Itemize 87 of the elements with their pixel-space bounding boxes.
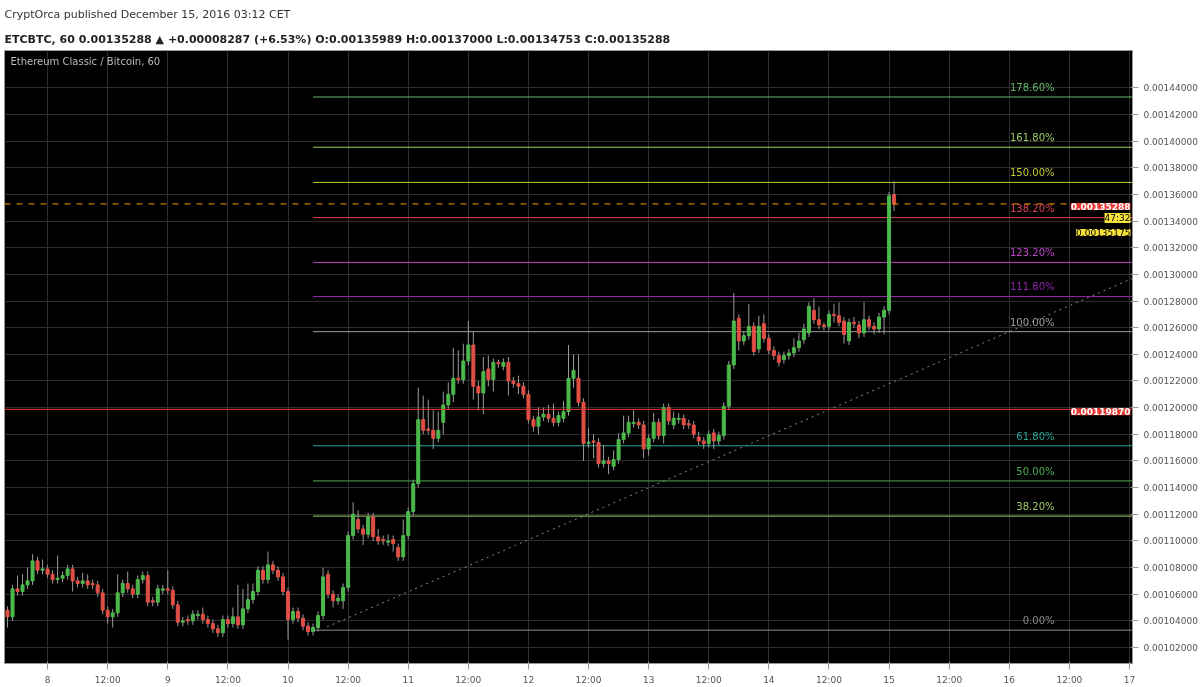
x-tick-label: 12 [522,674,535,685]
candlestick [326,569,331,599]
candlestick [265,551,270,585]
series-label: 111.80% [1010,281,1055,293]
x-tick-label: 12:00 [815,674,843,685]
x-tick-label: 12:00 [94,674,121,685]
text: Ethereum Classic / Bitcoin, 60 [10,55,161,67]
y-tick-label: 0.00142000 [1143,109,1199,120]
candlestick [371,512,376,542]
series-label: 123.20% [1010,247,1055,259]
x-tick-label: 9 [164,674,171,685]
ref-line-label: 0.00135288 [1070,201,1131,212]
series-label: 178.60% [1010,82,1055,94]
y-tick-label: 0.00118000 [1143,429,1199,440]
candlestick [461,343,466,385]
y-tick-label: 0.00106000 [1143,589,1199,600]
y-tick-label: 0.00128000 [1143,296,1199,307]
candlestick [486,355,491,387]
candlestick [601,444,606,469]
x-tick-label: 10 [282,674,294,685]
y-tick-label: 0.00126000 [1143,323,1199,334]
candlestick [421,395,426,435]
candlestick [225,615,230,629]
candlestick [235,584,240,630]
chart-subtitle: ETCBTC, 60 0.00135288 ▲ +0.00008287 (+6.53%) O:0.00135989 H:0.00137000 L:0.00134753 C:0.00135288 [4,32,671,46]
y-tick-label: 0.00134000 [1143,216,1199,227]
candlestick [220,615,225,638]
candlestick [656,417,661,441]
series-label: 161.80% [1010,132,1055,144]
candlestick [215,624,220,638]
series-label: 50.00% [1016,465,1055,477]
ref-line-label: 0.00119870 [1070,407,1131,418]
x-tick-label: 8 [44,674,51,685]
y-tick-label: 0.00110000 [1143,536,1199,547]
x-tick-label: 12:00 [575,674,602,685]
x-tick-label: 15 [883,674,895,685]
x-tick-label: 11 [402,674,414,685]
x-tick-label: 14 [763,674,775,685]
y-tick-label: 0.00114000 [1143,483,1199,494]
y-tick-label: 0.00108000 [1143,563,1199,574]
candlestick [711,428,716,450]
text: CryptOrca published December 15, 2016 03:12 CET [4,7,291,21]
x-tick-label: 12:00 [335,674,362,685]
x-tick-label: 13 [642,674,655,685]
candlestick [15,575,20,597]
series-label: 38.20% [1016,501,1055,513]
x-tick-label: 12:00 [1056,674,1083,685]
y-tick-label: 0.00112000 [1143,509,1199,520]
candlestick [366,512,371,539]
y-tick-label: 0.00122000 [1143,376,1199,387]
x-tick-label: 16 [1003,674,1016,685]
y-tick-label: 0.00116000 [1143,456,1199,467]
y-tick-label: 0.00132000 [1143,243,1199,254]
y-tick-label: 0.00102000 [1143,643,1199,654]
series-label: 100.00% [1010,316,1055,328]
candlestick [436,411,441,443]
y-tick-label: 0.00140000 [1143,136,1199,147]
y-tick-label: 0.00138000 [1143,163,1199,174]
candlestick [456,349,461,385]
y-tick-label: 0.00104000 [1143,616,1199,627]
x-tick-label: 12:00 [455,674,482,685]
candlestick [852,316,857,329]
x-tick-label: 12:00 [936,674,963,685]
candlestick [260,565,265,585]
y-tick-label: 0.00130000 [1143,269,1199,280]
x-tick-label: 12:00 [214,674,242,685]
series-label: 0.00% [1022,615,1055,627]
candlestick [892,180,897,212]
annotation: 0.00135175 [1076,227,1131,238]
candlestick [666,403,671,426]
annotation: 47:32 [1104,212,1131,223]
candlestick [230,607,235,629]
candlestick [356,509,361,534]
candlestick [481,356,486,415]
y-tick-label: 0.00136000 [1143,189,1199,200]
candlestick [586,427,591,449]
candlestick [491,357,496,393]
series-label: 138.20% [1010,202,1055,214]
y-tick-label: 0.00144000 [1143,83,1199,94]
x-tick-label: 17 [1123,674,1136,685]
y-tick-label: 0.00120000 [1143,403,1199,414]
y-tick-label: 0.00124000 [1143,349,1199,360]
series-label: 150.00% [1010,167,1055,179]
x-tick-label: 12:00 [695,674,722,685]
candlestick [441,391,446,435]
series-label: 61.80% [1016,430,1055,442]
candlestick [255,565,260,597]
